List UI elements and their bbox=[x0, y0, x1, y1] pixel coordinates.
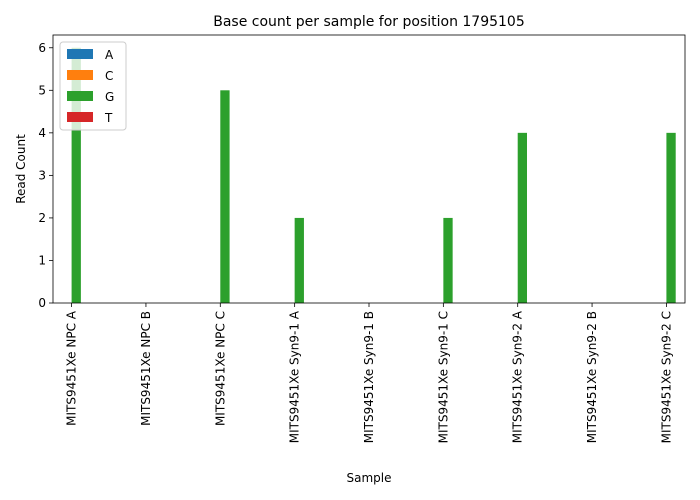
legend-label-C: C bbox=[105, 69, 113, 83]
bar-G-0 bbox=[71, 47, 81, 304]
legend-swatch-C bbox=[67, 70, 93, 80]
y-tick-label: 6 bbox=[38, 41, 46, 55]
chart-title: Base count per sample for position 17951… bbox=[213, 14, 525, 30]
legend-box bbox=[59, 41, 127, 131]
bar-G-6 bbox=[517, 132, 527, 303]
bar-G-5 bbox=[443, 217, 453, 303]
bar-G-2 bbox=[220, 90, 230, 303]
legend-label-A: A bbox=[105, 48, 114, 62]
x-tick-label: MITS9451Xe Syn9-2 B bbox=[585, 311, 599, 443]
x-tick-label: MITS9451Xe Syn9-2 A bbox=[511, 310, 525, 443]
plot-area: 0 1 2 3 4 5 6 MITS9451Xe NPC A MITS9451Xe NPC B M… bbox=[38, 34, 686, 443]
bar-G-8 bbox=[666, 132, 676, 303]
legend-label-T: T bbox=[104, 111, 113, 125]
legend-swatch-A bbox=[67, 49, 93, 59]
bar-G-3 bbox=[294, 217, 304, 303]
x-tick-label: MITS9451Xe Syn9-1 A bbox=[288, 310, 302, 443]
legend-swatch-T bbox=[67, 112, 93, 122]
y-tick-label: 3 bbox=[38, 168, 46, 182]
x-tick-label: MITS9451Xe Syn9-2 C bbox=[659, 311, 673, 443]
y-tick-label: 0 bbox=[38, 296, 46, 310]
y-tick-label: 1 bbox=[38, 253, 46, 267]
legend-swatch-G bbox=[67, 91, 93, 101]
x-tick-label: MITS9451Xe NPC A bbox=[65, 310, 79, 426]
y-tick-label: 2 bbox=[38, 211, 46, 225]
x-tick-label: MITS9451Xe Syn9-1 C bbox=[436, 311, 450, 443]
y-tick-label: 5 bbox=[38, 83, 46, 97]
x-axis-label: Sample bbox=[347, 471, 392, 485]
y-axis-label: Read Count bbox=[14, 134, 28, 204]
x-tick-label: MITS9451Xe NPC B bbox=[139, 311, 153, 426]
y-tick-label: 4 bbox=[38, 126, 46, 140]
x-tick-label: MITS9451Xe Syn9-1 B bbox=[362, 311, 376, 443]
x-tick-label: MITS9451Xe NPC C bbox=[213, 311, 227, 426]
legend-label-G: G bbox=[105, 90, 114, 104]
